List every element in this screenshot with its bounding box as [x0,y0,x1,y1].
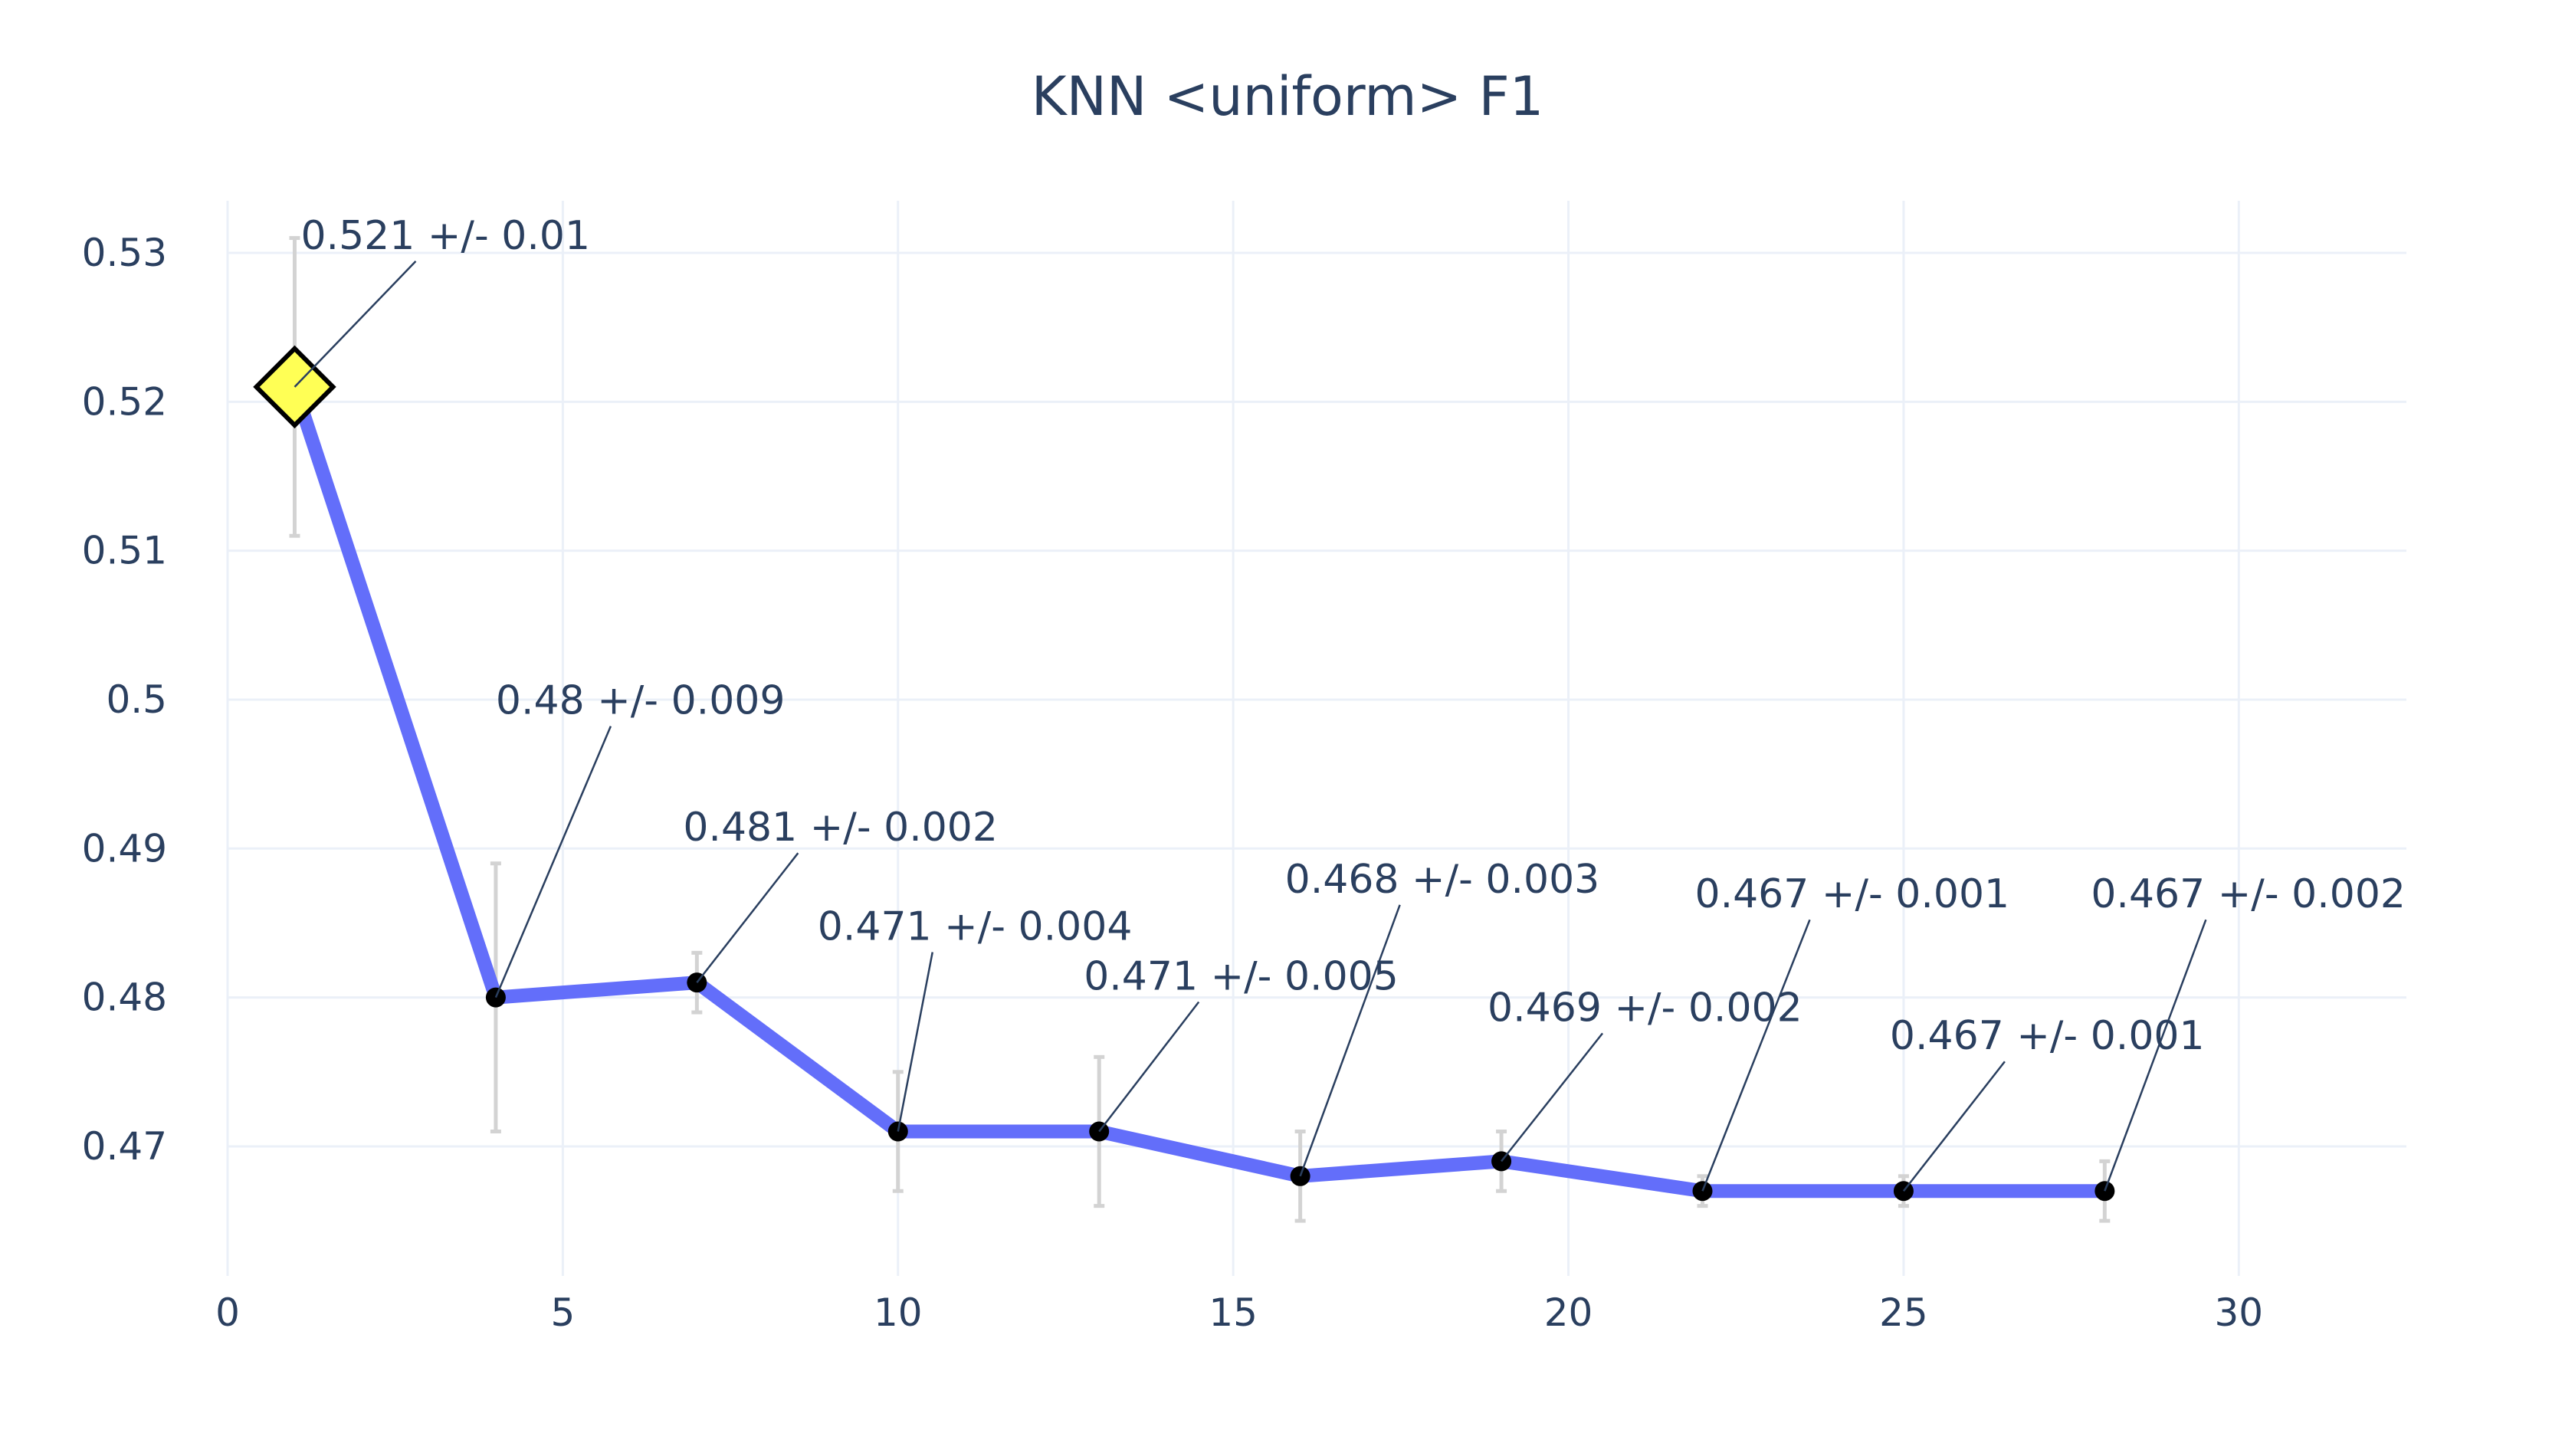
y-tick-label: 0.51 [82,529,167,573]
series-line [287,379,2112,1199]
x-tick-label: 30 [2214,1290,2263,1335]
annotation-arrow [1098,1001,1200,1133]
x-tick-label: 5 [550,1290,575,1335]
x-axis-ticks: 0 5 10 15 20 25 30 [215,1290,2263,1335]
annotation-arrow [1299,904,1401,1177]
annotation-arrow [294,261,417,388]
x-tick-label: 0 [215,1290,240,1335]
y-tick-label: 0.5 [106,677,167,722]
annotation-label: 0.468 +/- 0.003 [1285,857,1600,903]
annotation-arrow [2104,919,2207,1192]
x-tick-label: 25 [1879,1290,1928,1335]
x-tick-label: 10 [874,1290,923,1335]
annotation-arrow [1902,1061,2006,1192]
annotation-arrow [494,726,612,999]
annotation-arrow [1501,1032,1604,1163]
annotation-label: 0.467 +/- 0.001 [1694,871,2009,917]
annotation-label: 0.469 +/- 0.002 [1488,985,1803,1031]
annotation-arrow [696,852,799,983]
annotation-arrow [1701,919,1811,1192]
y-tick-label: 0.47 [82,1124,167,1169]
annotation-label: 0.467 +/- 0.002 [2091,871,2406,917]
annotation-label: 0.481 +/- 0.002 [683,805,998,851]
annotation-label: 0.521 +/- 0.01 [300,213,590,259]
y-tick-label: 0.53 [82,231,167,275]
annotation-label: 0.467 +/- 0.001 [1890,1013,2205,1059]
annotation-label: 0.471 +/- 0.004 [818,904,1133,950]
grid [226,201,2406,1276]
annotation-label: 0.471 +/- 0.005 [1084,954,1399,1000]
annotation-arrow [897,952,933,1132]
chart-title: KNN <uniform> F1 [1032,65,1544,128]
x-tick-label: 15 [1209,1290,1258,1335]
series-line-group [287,379,2112,1199]
annotation-label: 0.48 +/- 0.009 [496,678,786,724]
y-tick-label: 0.48 [82,976,167,1020]
annotations: 0.521 +/- 0.01 0.48 +/- 0.009 0.481 +/- 0.… [294,213,2406,1192]
x-tick-label: 20 [1544,1290,1593,1335]
y-axis-ticks: 0.47 0.48 0.49 0.5 0.51 0.52 0.53 [82,231,167,1169]
y-tick-label: 0.52 [82,379,167,424]
y-tick-label: 0.49 [82,826,167,871]
